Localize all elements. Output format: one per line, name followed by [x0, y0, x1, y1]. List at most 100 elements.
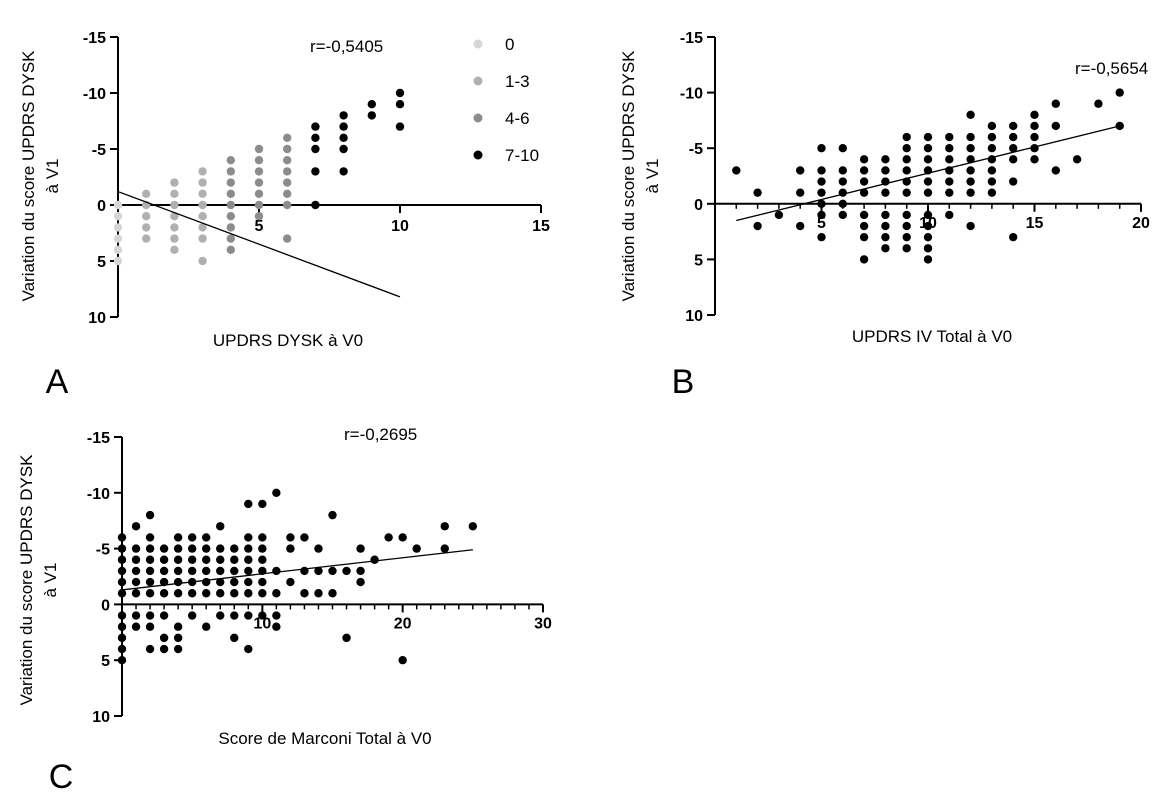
data-point: [966, 177, 975, 186]
data-point: [342, 633, 351, 643]
data-point: [753, 188, 762, 197]
correlation-annotation: r=-0,2695: [344, 425, 417, 444]
data-point: [923, 188, 933, 197]
data-point: [987, 121, 997, 131]
data-point: [226, 178, 235, 187]
data-point: [244, 577, 253, 587]
trend-line: [117, 190, 401, 298]
data-point: [159, 611, 169, 620]
data-point: [159, 566, 169, 576]
data-point: [395, 100, 405, 109]
data-point: [187, 544, 197, 553]
data-point: [254, 156, 264, 165]
data-point: [117, 544, 127, 553]
data-point: [131, 577, 141, 587]
y-tick-label: -10: [680, 86, 703, 103]
y-tick-label: 5: [97, 254, 106, 271]
data-point: [145, 622, 155, 631]
data-point: [902, 232, 911, 242]
data-point: [216, 611, 225, 620]
data-point: [902, 210, 911, 220]
data-point: [272, 622, 281, 631]
data-point: [145, 544, 155, 553]
x-tick-label: 20: [394, 615, 412, 632]
data-point: [1009, 121, 1018, 131]
data-point: [202, 555, 211, 564]
data-point: [202, 577, 211, 587]
data-point: [1051, 121, 1061, 131]
data-point: [258, 499, 267, 509]
data-point: [923, 255, 933, 264]
data-point: [173, 644, 183, 654]
panel-label: C: [49, 758, 74, 796]
y-axis-label: Variation du score UPDRS DYSK: [19, 50, 38, 302]
data-point: [300, 589, 309, 598]
data-point: [859, 188, 869, 197]
data-point: [216, 589, 225, 598]
data-point: [314, 566, 323, 576]
data-point: [945, 144, 954, 153]
x-tick-label: 5: [817, 215, 826, 232]
y-tick-label: -15: [83, 30, 106, 47]
data-point: [113, 245, 123, 254]
data-point: [272, 611, 281, 620]
data-point: [1030, 121, 1039, 131]
data-point: [145, 510, 155, 520]
data-point: [817, 210, 826, 220]
data-point: [945, 155, 954, 164]
data-point: [244, 533, 253, 542]
y-tick-label: -15: [680, 30, 703, 47]
data-point: [923, 210, 933, 220]
data-point: [367, 100, 376, 109]
data-point: [923, 132, 933, 142]
x-tick-label: 20: [1132, 215, 1150, 232]
data-point: [987, 166, 997, 175]
data-point: [258, 577, 267, 587]
data-point: [131, 522, 141, 531]
data-point: [244, 544, 253, 553]
panel-label: B: [672, 363, 695, 401]
data-point: [314, 589, 323, 598]
data-point: [170, 212, 179, 221]
data-point: [170, 178, 179, 187]
data-point: [311, 133, 320, 142]
data-point: [966, 110, 975, 120]
data-point: [881, 166, 890, 175]
data-point: [902, 244, 911, 253]
y-tick-label: 0: [101, 597, 110, 614]
data-point: [881, 221, 890, 231]
data-point: [113, 200, 123, 210]
chart-panel-c: -15 -10 -5 0 5 10 10 20 30 r=-0,2695 Score de Marc…: [17, 425, 552, 796]
data-point: [173, 544, 183, 553]
data-point: [923, 177, 933, 186]
data-point: [987, 188, 997, 197]
data-point: [159, 644, 169, 654]
data-point: [859, 255, 869, 264]
data-point: [1030, 132, 1039, 142]
data-point: [328, 589, 337, 598]
data-point: [145, 589, 155, 598]
data-point: [187, 533, 197, 542]
x-tick-label: 15: [1026, 215, 1044, 232]
data-point: [328, 510, 337, 520]
data-point: [1009, 177, 1018, 186]
data-point: [258, 611, 267, 620]
data-point: [198, 178, 207, 187]
data-point: [817, 199, 826, 208]
data-point: [902, 144, 911, 153]
data-point: [226, 245, 235, 254]
data-point: [198, 212, 207, 221]
data-point: [945, 210, 954, 220]
data-point: [226, 200, 235, 210]
legend-label: 4-6: [505, 109, 530, 128]
data-point: [356, 577, 365, 587]
data-point: [187, 611, 197, 620]
data-point: [923, 244, 933, 253]
data-point: [131, 555, 141, 564]
data-point: [1009, 132, 1018, 142]
data-point: [339, 167, 348, 176]
data-point: [170, 234, 179, 243]
data-point: [774, 210, 784, 220]
data-point: [1051, 99, 1061, 108]
data-point: [226, 189, 235, 198]
